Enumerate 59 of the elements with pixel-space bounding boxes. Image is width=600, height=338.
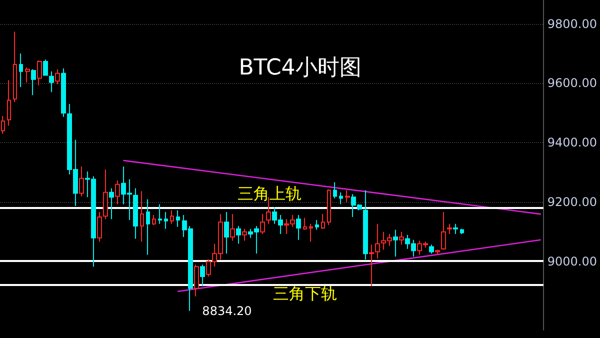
candlestick (200, 264, 205, 287)
candlestick (460, 228, 464, 234)
candlestick (327, 188, 331, 226)
candlestick (441, 211, 446, 250)
candlestick (49, 70, 54, 93)
candlestick (321, 214, 325, 230)
candlestick (13, 31, 17, 102)
candlestick (296, 214, 301, 240)
candlestick (309, 223, 313, 242)
candlestick (242, 228, 247, 242)
candlestick (363, 190, 368, 260)
candlestick (435, 249, 440, 256)
candlestick (194, 264, 199, 297)
candlestick (109, 188, 114, 220)
candlestick (19, 53, 23, 88)
candlestick (25, 66, 30, 83)
candlestick (393, 229, 398, 258)
candlestick (103, 168, 108, 220)
candlestick (158, 204, 162, 224)
candlestick (43, 58, 48, 76)
series-label: 三角上轨 (238, 184, 302, 203)
candlestick (339, 192, 343, 205)
y-tick-label: 9200.00 (547, 195, 597, 210)
series-label: 三角下轨 (272, 284, 337, 303)
annotation: 8834.20 (202, 304, 252, 318)
candlestick (140, 190, 144, 242)
candlestick (176, 210, 180, 228)
y-tick-label: 9000.00 (547, 254, 597, 269)
candlestick (164, 211, 168, 230)
candlestick (146, 198, 150, 256)
candlestick (447, 223, 452, 234)
candlestick (55, 68, 60, 85)
candlestick (399, 231, 404, 246)
y-tick-label: 9600.00 (547, 76, 597, 90)
candlestick (453, 223, 458, 234)
candlestick (115, 180, 120, 205)
candlestick (170, 210, 174, 224)
candlestick (79, 166, 84, 197)
candlestick (7, 80, 11, 126)
candlestick (224, 211, 229, 254)
text: BTC4小时图 (238, 56, 362, 80)
candlestick (429, 244, 434, 254)
candlestick (31, 68, 36, 96)
candlestick (97, 211, 102, 242)
candlestick (260, 214, 265, 234)
candlestick (345, 190, 350, 203)
y-tick-label: 9400.00 (547, 136, 597, 150)
candlestick (61, 68, 66, 118)
candlestick (230, 214, 235, 242)
candlestick (1, 115, 5, 134)
y-tick-label: 9800.00 (547, 16, 597, 31)
candlestick (333, 182, 337, 199)
candlestick (315, 220, 319, 230)
candlestick (303, 217, 307, 230)
candlestick (152, 214, 156, 226)
candlestick (133, 188, 138, 240)
candlestick (236, 225, 241, 244)
candlestick (266, 196, 271, 224)
candlestick (37, 60, 42, 86)
